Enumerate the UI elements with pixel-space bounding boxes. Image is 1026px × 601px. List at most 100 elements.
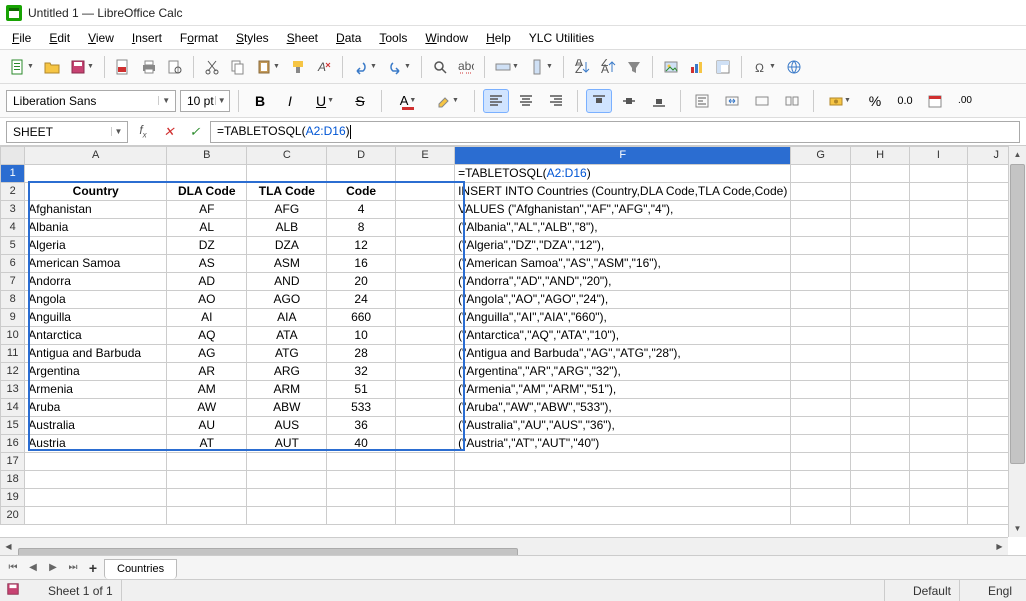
cell-A19[interactable] <box>25 489 167 507</box>
cell-E2[interactable] <box>395 183 454 201</box>
cell-G3[interactable] <box>791 201 851 219</box>
cell-H4[interactable] <box>850 219 909 237</box>
next-sheet-button[interactable]: ▶ <box>44 559 62 577</box>
spellcheck-button[interactable]: abc <box>454 55 478 79</box>
cut-button[interactable] <box>200 55 224 79</box>
cell-A16[interactable]: Austria <box>25 435 167 453</box>
row-header-4[interactable]: 4 <box>1 219 25 237</box>
menu-edit[interactable]: Edit <box>41 29 78 47</box>
cell-H11[interactable] <box>850 345 909 363</box>
name-box[interactable]: ▼ <box>6 121 128 143</box>
cell-B8[interactable]: AO <box>167 291 247 309</box>
cell-F15[interactable]: ("Australia","AU","AUS","36"), <box>455 417 791 435</box>
row-header-19[interactable]: 19 <box>1 489 25 507</box>
cell-I13[interactable] <box>910 381 967 399</box>
cell-G19[interactable] <box>791 489 851 507</box>
row-header-14[interactable]: 14 <box>1 399 25 417</box>
cell-C10[interactable]: ATA <box>247 327 327 345</box>
cell-G7[interactable] <box>791 273 851 291</box>
cell-G6[interactable] <box>791 255 851 273</box>
cell-H14[interactable] <box>850 399 909 417</box>
cell-G8[interactable] <box>791 291 851 309</box>
function-wizard-button[interactable]: fx <box>132 121 154 143</box>
cell-A9[interactable]: Anguilla <box>25 309 167 327</box>
sort-asc-button[interactable]: AZ <box>570 55 594 79</box>
row-header-17[interactable]: 17 <box>1 453 25 471</box>
col-header-H[interactable]: H <box>850 147 909 165</box>
cell-B3[interactable]: AF <box>167 201 247 219</box>
cell-B16[interactable]: AT <box>167 435 247 453</box>
cell-I3[interactable] <box>910 201 967 219</box>
cell-I17[interactable] <box>910 453 967 471</box>
merge-cells-button[interactable] <box>719 89 745 113</box>
cell-I20[interactable] <box>910 507 967 525</box>
cell-H17[interactable] <box>850 453 909 471</box>
cell-G16[interactable] <box>791 435 851 453</box>
name-box-input[interactable] <box>13 125 111 139</box>
col-header-E[interactable]: E <box>395 147 454 165</box>
cell-F10[interactable]: ("Antarctica","AQ","ATA","10"), <box>455 327 791 345</box>
cell-G9[interactable] <box>791 309 851 327</box>
cell-C6[interactable]: ASM <box>247 255 327 273</box>
decimal-button[interactable]: .00 <box>952 89 978 113</box>
cell-D18[interactable] <box>327 471 396 489</box>
row-header-13[interactable]: 13 <box>1 381 25 399</box>
cell-B19[interactable] <box>167 489 247 507</box>
cell-E12[interactable] <box>395 363 454 381</box>
cell-G1[interactable] <box>791 165 851 183</box>
cell-E16[interactable] <box>395 435 454 453</box>
cell-D16[interactable]: 40 <box>327 435 396 453</box>
cell-G13[interactable] <box>791 381 851 399</box>
cell-A11[interactable]: Antigua and Barbuda <box>25 345 167 363</box>
row-header-5[interactable]: 5 <box>1 237 25 255</box>
strikethrough-button[interactable]: S <box>347 89 373 113</box>
cell-E6[interactable] <box>395 255 454 273</box>
find-button[interactable] <box>428 55 452 79</box>
menu-help[interactable]: Help <box>478 29 519 47</box>
copy-button[interactable] <box>226 55 250 79</box>
cell-D9[interactable]: 660 <box>327 309 396 327</box>
menu-view[interactable]: View <box>80 29 122 47</box>
cell-C19[interactable] <box>247 489 327 507</box>
cell-D19[interactable] <box>327 489 396 507</box>
cell-H7[interactable] <box>850 273 909 291</box>
menu-insert[interactable]: Insert <box>124 29 170 47</box>
font-size-input[interactable] <box>187 94 215 108</box>
cell-C17[interactable] <box>247 453 327 471</box>
hyperlink-button[interactable] <box>782 55 806 79</box>
menu-styles[interactable]: Styles <box>228 29 277 47</box>
export-pdf-button[interactable] <box>111 55 135 79</box>
row-header-1[interactable]: 1 <box>1 165 25 183</box>
cell-C16[interactable]: AUT <box>247 435 327 453</box>
highlight-color-button[interactable]: ▼ <box>430 89 466 113</box>
cell-H8[interactable] <box>850 291 909 309</box>
row-header-7[interactable]: 7 <box>1 273 25 291</box>
cell-E19[interactable] <box>395 489 454 507</box>
cell-A2[interactable]: Country <box>25 183 167 201</box>
cell-I14[interactable] <box>910 399 967 417</box>
menu-tools[interactable]: Tools <box>371 29 415 47</box>
cell-F17[interactable] <box>455 453 791 471</box>
insert-chart-button[interactable] <box>685 55 709 79</box>
cell-F19[interactable] <box>455 489 791 507</box>
cell-D6[interactable]: 16 <box>327 255 396 273</box>
row-header-2[interactable]: 2 <box>1 183 25 201</box>
cell-D17[interactable] <box>327 453 396 471</box>
cell-I8[interactable] <box>910 291 967 309</box>
vertical-scrollbar[interactable]: ▲ ▼ <box>1008 146 1026 537</box>
cell-D14[interactable]: 533 <box>327 399 396 417</box>
cell-B2[interactable]: DLA Code <box>167 183 247 201</box>
date-button[interactable] <box>922 89 948 113</box>
undo-button[interactable]: ▼ <box>349 55 381 79</box>
scroll-down-button[interactable]: ▼ <box>1009 520 1026 537</box>
cell-H15[interactable] <box>850 417 909 435</box>
cell-G12[interactable] <box>791 363 851 381</box>
align-vcenter-button[interactable] <box>616 89 642 113</box>
cell-C1[interactable] <box>247 165 327 183</box>
cell-C8[interactable]: AGO <box>247 291 327 309</box>
row-header-10[interactable]: 10 <box>1 327 25 345</box>
cell-G17[interactable] <box>791 453 851 471</box>
pivot-table-button[interactable] <box>711 55 735 79</box>
column-button[interactable]: ▼ <box>525 55 557 79</box>
cell-B9[interactable]: AI <box>167 309 247 327</box>
